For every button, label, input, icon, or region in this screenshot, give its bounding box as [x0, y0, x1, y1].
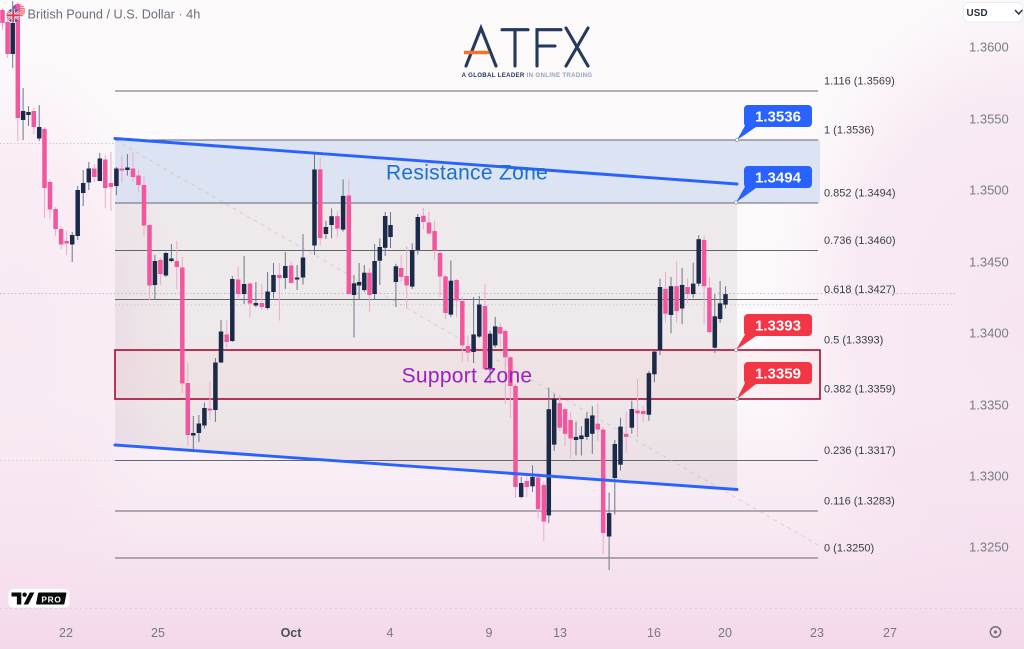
svg-text:27: 27 — [883, 626, 897, 640]
svg-text:USD: USD — [967, 8, 988, 19]
svg-text:0.236 (1.3317): 0.236 (1.3317) — [824, 445, 896, 457]
svg-text:1.3350: 1.3350 — [969, 398, 1009, 413]
svg-text:0.382 (1.3359): 0.382 (1.3359) — [824, 384, 896, 396]
svg-text:1.3300: 1.3300 — [969, 469, 1009, 484]
svg-text:1.3550: 1.3550 — [969, 112, 1009, 127]
svg-text:A GLOBAL LEADER IN ONLINE TRAD: A GLOBAL LEADER IN ONLINE TRADING — [462, 72, 593, 79]
svg-text:13: 13 — [553, 626, 567, 640]
svg-text:0.116 (1.3283): 0.116 (1.3283) — [824, 496, 895, 508]
svg-text:1 (1.3536): 1 (1.3536) — [824, 125, 874, 137]
svg-text:1.3250: 1.3250 — [969, 540, 1009, 555]
svg-text:0.5 (1.3393): 0.5 (1.3393) — [824, 335, 883, 347]
svg-text:PRO: PRO — [41, 595, 61, 605]
svg-text:16: 16 — [647, 626, 661, 640]
svg-text:Resistance Zone: Resistance Zone — [386, 162, 548, 185]
svg-text:0 (1.3250): 0 (1.3250) — [824, 543, 874, 555]
svg-text:Oct: Oct — [281, 626, 303, 640]
svg-text:9: 9 — [486, 626, 493, 640]
svg-text:1.116 (1.3569): 1.116 (1.3569) — [824, 76, 895, 88]
svg-text:1.3600: 1.3600 — [969, 40, 1009, 55]
svg-text:1.3450: 1.3450 — [969, 255, 1009, 270]
svg-text:1.3500: 1.3500 — [969, 183, 1009, 198]
svg-text:British Pound / U.S. Dollar ·: British Pound / U.S. Dollar · 4h — [28, 8, 201, 22]
svg-text:0.618 (1.3427): 0.618 (1.3427) — [824, 284, 896, 296]
svg-text:0.736 (1.3460): 0.736 (1.3460) — [824, 235, 896, 247]
svg-text:20: 20 — [718, 626, 732, 640]
svg-text:23: 23 — [810, 626, 824, 640]
svg-text:1.3536: 1.3536 — [755, 109, 801, 126]
svg-text:0.852 (1.3494): 0.852 (1.3494) — [824, 188, 896, 200]
svg-text:1.3494: 1.3494 — [755, 170, 802, 187]
svg-text:4: 4 — [387, 626, 394, 640]
svg-text:1.3400: 1.3400 — [969, 326, 1009, 341]
svg-text:22: 22 — [59, 626, 73, 640]
svg-text:Support Zone: Support Zone — [402, 365, 533, 388]
svg-text:1.3359: 1.3359 — [755, 366, 801, 383]
svg-text:25: 25 — [151, 626, 165, 640]
svg-text:1.3393: 1.3393 — [755, 318, 801, 335]
